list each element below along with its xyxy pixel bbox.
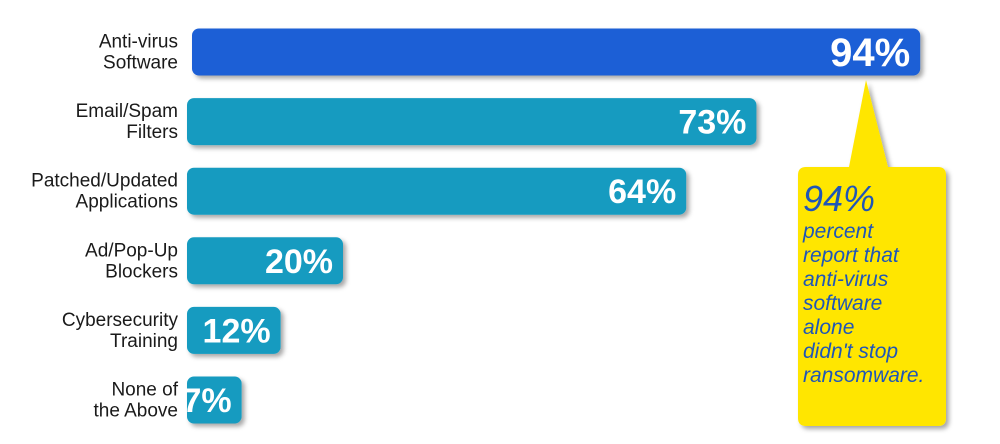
value-label: 73%: [678, 104, 746, 142]
bar: [187, 98, 757, 146]
category-label: Training: [110, 331, 178, 352]
bar: [187, 167, 687, 215]
category-label: Anti-virus: [99, 32, 178, 53]
callout-line: didn't stop: [803, 340, 898, 363]
callout-line: ransomware.: [803, 364, 924, 387]
bar: [187, 376, 242, 424]
value-label: 12%: [203, 312, 271, 350]
bar: [187, 306, 281, 354]
callout-line: alone: [803, 316, 854, 339]
callout-line: anti-virus: [803, 268, 889, 291]
bar-highlight: [192, 28, 921, 76]
category-label: Email/Spam: [76, 101, 178, 122]
category-label: Filters: [126, 122, 178, 143]
value-label: 7%: [182, 382, 231, 420]
category-label: Applications: [76, 192, 178, 213]
callout-line: software: [803, 292, 882, 315]
category-label: the Above: [93, 401, 178, 422]
category-label: Cybersecurity: [62, 310, 179, 331]
category-label: Patched/Updated: [31, 171, 178, 192]
value-label: 94%: [830, 31, 910, 75]
value-label: 20%: [265, 243, 333, 281]
category-label: Blockers: [105, 261, 178, 282]
callout-line: report that: [803, 244, 900, 267]
category-label: Ad/Pop-Up: [85, 240, 178, 261]
category-label: None of: [111, 380, 178, 401]
callout-box: [798, 80, 946, 426]
value-label: 64%: [608, 173, 676, 211]
bar: [187, 237, 343, 285]
category-label: Software: [103, 53, 178, 74]
callout-line: percent: [802, 220, 874, 243]
callout-headline: 94%: [803, 178, 875, 219]
